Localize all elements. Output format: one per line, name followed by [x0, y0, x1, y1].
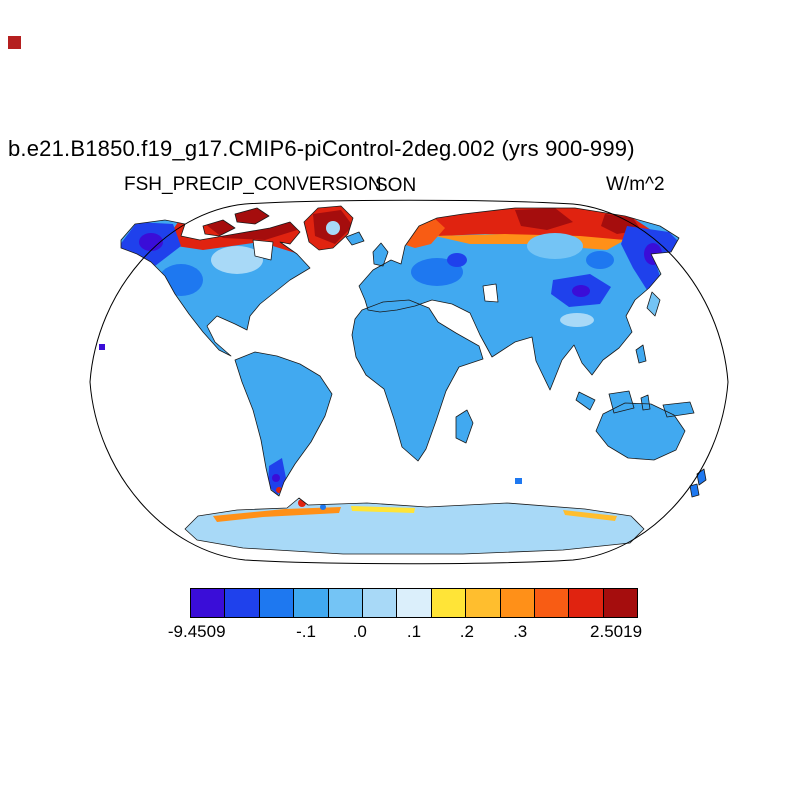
season-label: SON	[375, 175, 417, 196]
colorbar-tick-label: 2.5019	[590, 622, 643, 641]
colorbar-cell	[397, 589, 432, 617]
colorbar	[190, 588, 638, 618]
world-map	[89, 199, 729, 565]
colorbar-ticks: -9.4509 -.1 .0 .1 .2 .3 2.5019	[168, 622, 642, 644]
colorbar-cell	[362, 589, 398, 617]
projection-outline	[89, 199, 729, 565]
colorbar-cell	[500, 589, 535, 617]
colorbar-tick-label: -9.4509	[167, 622, 226, 641]
colorbar-cell	[466, 589, 501, 617]
variable-label: FSH_PRECIP_CONVERSION	[124, 174, 382, 195]
units-label: W/m^2	[606, 174, 665, 195]
colorbar-tick-label: .1	[406, 622, 422, 641]
colorbar-cell	[603, 589, 638, 617]
corner-marker	[8, 36, 21, 49]
colorbar-cell	[294, 589, 329, 617]
colorbar-tick-label: .0	[352, 622, 367, 641]
island-cell	[99, 344, 105, 350]
colorbar-cell	[431, 589, 467, 617]
colorbar-tick-label: .3	[513, 622, 528, 641]
colorbar-cell	[534, 589, 570, 617]
plot-title: b.e21.B1850.f19_g17.CMIP6-piControl-2deg…	[8, 136, 635, 161]
colorbar-cell	[225, 589, 260, 617]
colorbar-cell	[328, 589, 363, 617]
colorbar-cell	[569, 589, 604, 617]
colorbar-cell	[259, 589, 295, 617]
colorbar-tick-label: .2	[459, 622, 474, 641]
colorbar-cell	[191, 589, 226, 617]
colorbar-tick-label: -.1	[296, 622, 316, 641]
island-cell	[515, 478, 522, 484]
